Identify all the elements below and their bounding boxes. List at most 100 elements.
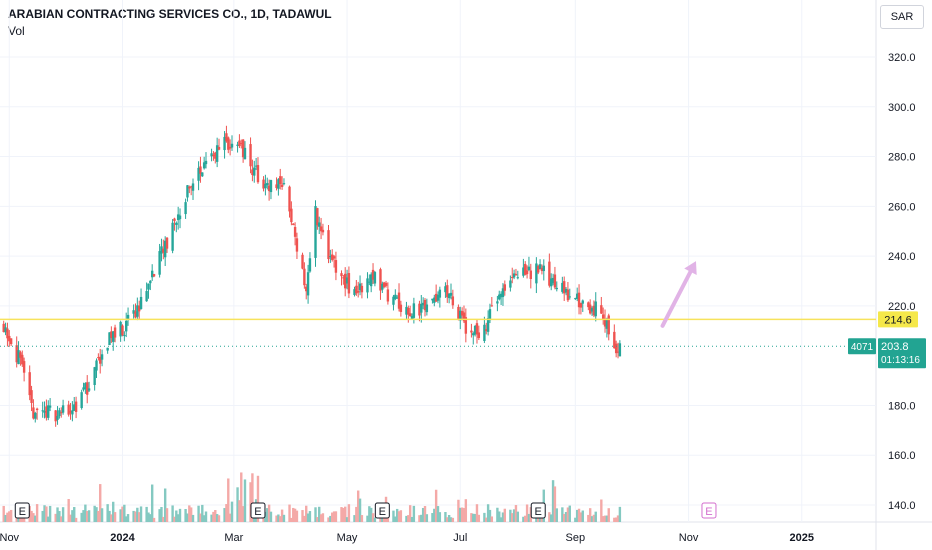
last-volume-badge bbox=[848, 338, 876, 355]
candle-body bbox=[418, 303, 421, 316]
volume-bar bbox=[498, 511, 501, 522]
candle-body bbox=[217, 146, 221, 150]
volume-bar bbox=[125, 516, 128, 522]
volume-bar bbox=[566, 507, 570, 522]
volume-bar bbox=[614, 517, 618, 522]
candle-body bbox=[110, 331, 113, 339]
candle-body bbox=[93, 367, 96, 385]
candle-body bbox=[35, 408, 39, 411]
candle-body bbox=[171, 222, 174, 251]
volume-bar bbox=[600, 499, 603, 522]
candle-body bbox=[575, 293, 579, 299]
volume-bar bbox=[368, 506, 371, 522]
volume-bar bbox=[149, 514, 152, 522]
candle-body bbox=[201, 172, 204, 177]
volume-bar bbox=[134, 511, 137, 522]
candle-body bbox=[97, 357, 100, 359]
candle-body bbox=[405, 306, 408, 315]
volume-bar bbox=[418, 515, 421, 522]
candle-body bbox=[420, 303, 423, 313]
volume-bar bbox=[353, 515, 356, 522]
volume-bar bbox=[321, 513, 325, 522]
candle-body bbox=[421, 302, 425, 306]
volume-bar bbox=[210, 514, 213, 522]
candle-body bbox=[590, 308, 594, 312]
volume-bar bbox=[175, 510, 178, 522]
candle-body bbox=[176, 214, 180, 221]
volume-bar bbox=[392, 510, 395, 522]
candle-body bbox=[501, 288, 505, 298]
candle-body bbox=[34, 412, 37, 419]
currency-button[interactable]: SAR bbox=[880, 5, 924, 29]
volume-bar bbox=[594, 511, 597, 522]
volume-bar bbox=[100, 508, 104, 522]
candle-body bbox=[132, 310, 135, 314]
candle-body bbox=[139, 296, 143, 309]
candle-body bbox=[150, 270, 154, 278]
volume-bar bbox=[202, 515, 206, 522]
volume-bar bbox=[334, 511, 338, 522]
candle-body bbox=[464, 317, 468, 334]
candle-body bbox=[587, 302, 590, 308]
candle-body bbox=[165, 237, 169, 249]
volume-bar bbox=[399, 510, 403, 522]
volume-bar bbox=[264, 511, 267, 522]
candle-body bbox=[345, 277, 349, 284]
volume-bar bbox=[301, 510, 304, 522]
candle-body bbox=[511, 277, 514, 279]
volume-bar bbox=[483, 512, 486, 522]
candle-body bbox=[303, 268, 306, 286]
candle-body bbox=[340, 273, 343, 277]
volume-bar bbox=[509, 509, 512, 522]
volume-bar bbox=[527, 513, 531, 522]
candle-body bbox=[254, 165, 258, 167]
candle-body bbox=[373, 272, 377, 284]
candle-body bbox=[555, 287, 558, 290]
candle-body bbox=[566, 289, 570, 301]
candle-body bbox=[186, 185, 189, 198]
volume-bar bbox=[601, 516, 605, 522]
candle-body bbox=[360, 285, 364, 293]
volume-bar bbox=[139, 506, 143, 522]
volume-bar bbox=[123, 504, 126, 522]
volume-bar bbox=[256, 475, 260, 522]
y-tick-label: 160.0 bbox=[888, 450, 916, 462]
volume-bar bbox=[60, 516, 63, 522]
volume-bar bbox=[45, 506, 48, 522]
candle-body bbox=[163, 240, 167, 258]
candle-body bbox=[436, 295, 440, 301]
candle-body bbox=[423, 299, 427, 311]
volume-bar bbox=[318, 506, 321, 522]
last-price-label: 203.8 bbox=[881, 341, 909, 353]
candle-body bbox=[214, 152, 217, 159]
candle-body bbox=[82, 387, 85, 390]
volume-bar bbox=[577, 508, 581, 522]
volume-bar bbox=[132, 510, 135, 522]
candle-body bbox=[342, 277, 345, 279]
x-tick-label: Mar bbox=[224, 532, 243, 544]
candle-body bbox=[184, 202, 187, 215]
volume-bar bbox=[464, 499, 468, 522]
candle-body bbox=[71, 410, 74, 415]
candle-body bbox=[581, 300, 584, 304]
candle-body bbox=[460, 311, 464, 316]
candle-body bbox=[408, 313, 412, 317]
candle-body bbox=[353, 289, 356, 295]
y-tick-label: 180.0 bbox=[888, 400, 916, 412]
candle-body bbox=[334, 260, 338, 273]
volume-bar bbox=[67, 499, 70, 522]
candle-body bbox=[30, 390, 33, 403]
candle-body bbox=[381, 283, 384, 290]
volume-bar bbox=[501, 512, 505, 522]
candle-body bbox=[548, 261, 551, 286]
candle-body bbox=[542, 265, 545, 272]
volume-bar bbox=[160, 506, 163, 522]
candle-body bbox=[522, 267, 525, 276]
volume-bar bbox=[588, 508, 592, 522]
volume-bar bbox=[607, 508, 610, 522]
candle-body bbox=[395, 297, 399, 299]
volume-bar bbox=[215, 514, 219, 522]
volume-bar bbox=[71, 510, 74, 522]
volume-bar bbox=[69, 514, 72, 522]
